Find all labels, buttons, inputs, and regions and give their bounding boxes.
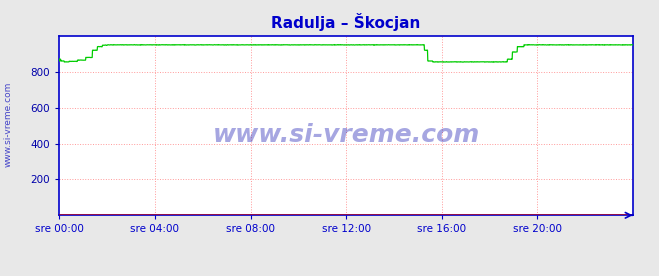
- Text: www.si-vreme.com: www.si-vreme.com: [3, 81, 13, 167]
- Title: Radulja – Škocjan: Radulja – Škocjan: [272, 12, 420, 31]
- Text: www.si-vreme.com: www.si-vreme.com: [212, 123, 480, 147]
